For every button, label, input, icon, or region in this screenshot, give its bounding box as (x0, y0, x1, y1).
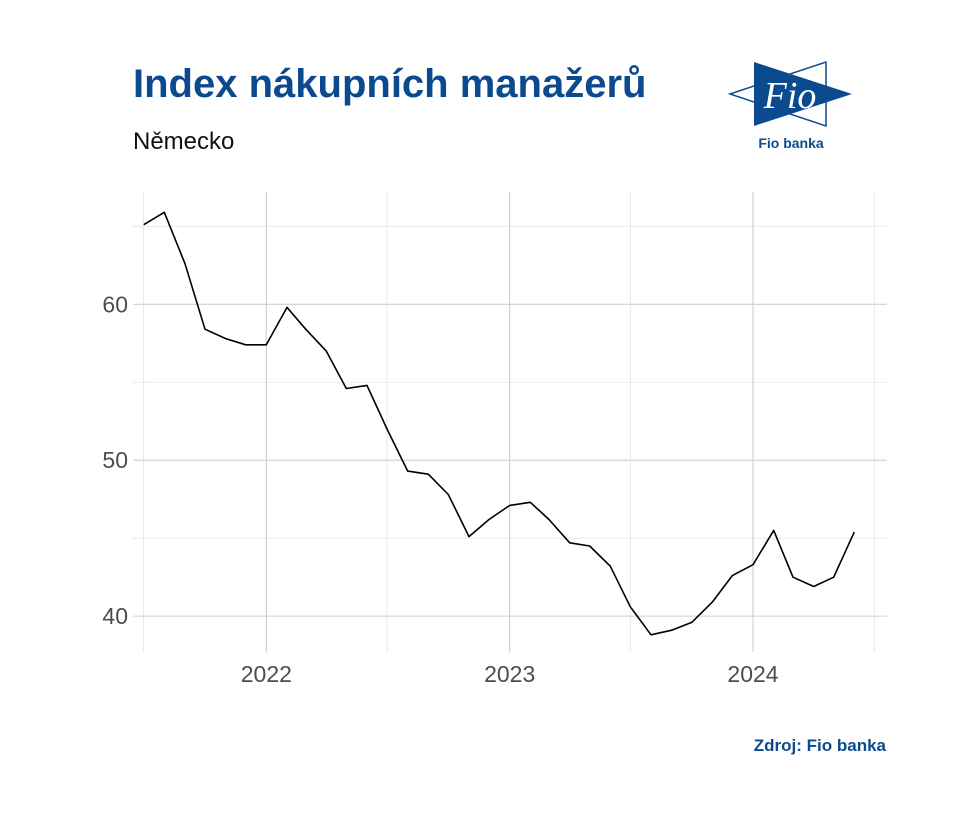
y-tick-label: 40 (102, 603, 128, 629)
series-line (143, 211, 856, 636)
x-axis-ticks: 2022 2023 2024 (241, 661, 779, 687)
y-tick-label: 60 (102, 291, 128, 317)
chart-subtitle: Německo (133, 128, 235, 155)
y-axis-ticks: 40 50 60 (102, 291, 128, 629)
grid-lines (133, 192, 887, 652)
fio-banka-logo: Fio (727, 60, 852, 128)
x-tick-label: 2023 (484, 661, 535, 687)
x-tick-label: 2022 (241, 661, 292, 687)
logo-wordmark: Fio (763, 75, 817, 117)
chart-title: Index nákupních manažerů (133, 62, 647, 106)
logo-caption: Fio banka (758, 135, 824, 151)
x-tick-label: 2024 (727, 661, 778, 687)
y-tick-label: 50 (102, 447, 128, 473)
source-note: Zdroj: Fio banka (753, 736, 886, 755)
